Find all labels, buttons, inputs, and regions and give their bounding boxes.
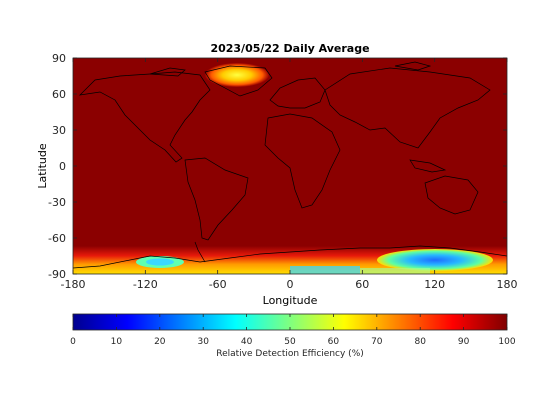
colorbar-tick-label: 50 [284, 337, 296, 347]
colorbar-gradient [73, 314, 507, 330]
x-tick-label: 180 [497, 278, 518, 291]
x-tick-label: 60 [355, 278, 369, 291]
y-tick-label: 90 [52, 52, 66, 65]
x-axis-label: Longitude [263, 294, 318, 307]
colorbar-tick-label: 10 [111, 337, 123, 347]
y-tick-label: 0 [59, 160, 66, 173]
colorbar-tick-label: 30 [197, 337, 209, 347]
x-tick-label: -60 [209, 278, 227, 291]
efficiency-field [73, 58, 507, 274]
colorbar-tick-label: 100 [498, 337, 515, 347]
colorbar: 0 10 20 30 40 50 60 70 80 90 100 Relativ… [70, 313, 516, 359]
antarctic-east-patch [377, 249, 493, 271]
y-tick-label: -30 [48, 196, 66, 209]
x-tick-label: 120 [424, 278, 445, 291]
x-tick-label: -180 [61, 278, 86, 291]
colorbar-tick-label: 20 [154, 337, 166, 347]
colorbar-tick-label: 40 [241, 337, 253, 347]
colorbar-tick-label: 80 [414, 337, 426, 347]
background-field [73, 58, 507, 274]
coastlines [73, 61, 507, 269]
y-tick-label: -60 [48, 232, 66, 245]
tick-marks [72, 57, 508, 275]
y-axis-label: Latitude [36, 143, 49, 189]
greenland-hotspot [205, 63, 269, 87]
colorbar-tick-label: 0 [70, 337, 76, 347]
colorbar-ticks [72, 314, 508, 330]
colorbar-label: Relative Detection Efficiency (%) [216, 349, 364, 359]
colorbar-tick-label: 60 [328, 337, 340, 347]
colorbar-tick-label: 70 [371, 337, 383, 347]
colorbar-tick-label: 90 [458, 337, 470, 347]
y-tick-labels: 90 60 30 0 -30 -60 -90 [48, 52, 66, 281]
x-tick-label: 0 [287, 278, 294, 291]
y-tick-label: 30 [52, 124, 66, 137]
chart-title: 2023/05/22 Daily Average [210, 42, 369, 55]
x-tick-labels: -180 -120 -60 0 60 120 180 [61, 278, 518, 291]
y-tick-label: -90 [48, 268, 66, 281]
y-tick-label: 60 [52, 88, 66, 101]
x-tick-label: -120 [133, 278, 158, 291]
